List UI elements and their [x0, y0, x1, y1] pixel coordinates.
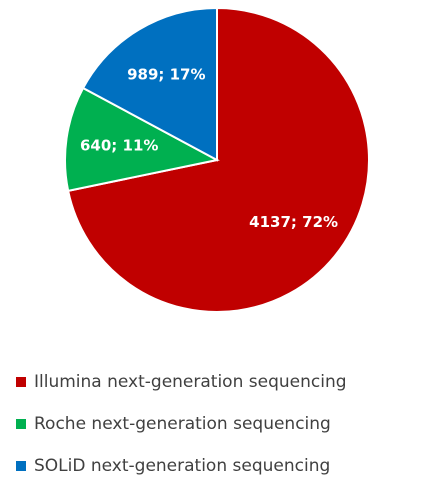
legend-swatch	[16, 419, 26, 429]
data-label: 989; 17%	[127, 66, 205, 84]
legend-swatch	[16, 377, 26, 387]
legend-label: SOLiD next-generation sequencing	[34, 456, 330, 476]
pie-slice	[81, 6, 218, 162]
legend-label: Illumina next-generation sequencing	[34, 372, 347, 392]
legend-swatch	[16, 461, 26, 471]
data-label: 4137; 72%	[249, 213, 338, 231]
legend-label: Roche next-generation sequencing	[34, 414, 331, 434]
data-label: 640; 11%	[80, 136, 158, 154]
pie-slice	[64, 86, 220, 193]
